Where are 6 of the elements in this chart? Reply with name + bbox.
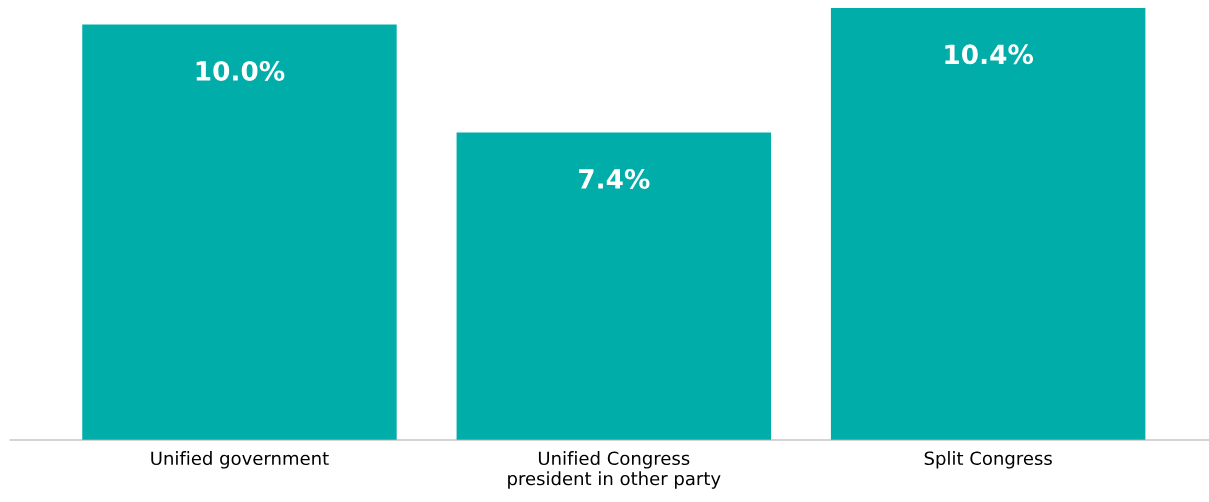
x-tick-label: Unified Congress president in other party	[508, 451, 721, 489]
data-label: 7.4%	[578, 168, 650, 189]
data-label: 10.4%	[945, 44, 1034, 65]
data-label: 10.0%	[196, 60, 285, 81]
x-tick-label: Unified government	[151, 451, 329, 469]
x-tick-label: Split Congress	[924, 451, 1052, 469]
